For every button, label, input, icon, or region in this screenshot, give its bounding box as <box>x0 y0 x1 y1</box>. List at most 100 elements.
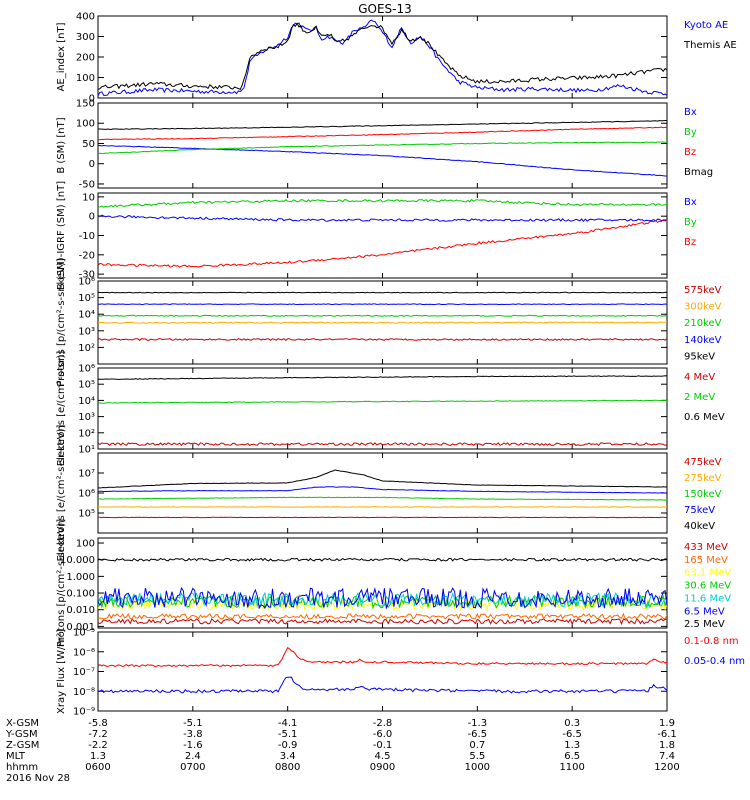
legend-item-xray: 0.05-0.4 nm <box>684 656 745 667</box>
legend-item-dbb: Bz <box>684 237 696 248</box>
y-axis-label-electrons_mev: Electrons [e/(cm²-s-sr)] <box>56 351 67 467</box>
series-line-xray-0 <box>98 646 667 668</box>
y-tick-label: -20 <box>79 250 95 261</box>
ephemeris-value: 1.8 <box>659 740 675 751</box>
legend-item-b: Bmag <box>684 167 713 178</box>
y-tick-label: 10⁴ <box>78 396 95 407</box>
series-line-protons_mev-0 <box>98 618 667 626</box>
legend-item-xray: 0.1-0.8 nm <box>684 636 739 647</box>
legend-item-protons_kev: 575keV <box>684 285 722 296</box>
series-line-protons_kev-3 <box>98 303 667 306</box>
y-tick-label: 10² <box>78 428 95 439</box>
series-line-dbb-2 <box>98 219 667 268</box>
y-tick-label: 100 <box>76 73 95 84</box>
ephemeris-value: 4.5 <box>375 751 391 762</box>
y-tick-label: 100 <box>76 119 95 130</box>
legend-item-protons_mev: 6.5 MeV <box>684 606 725 617</box>
ephemeris-value: 0800 <box>275 762 300 773</box>
ephemeris-row-label: X-GSM <box>6 718 39 729</box>
y-tick-label: 10¹ <box>78 445 95 456</box>
y-tick-label: -50 <box>79 179 95 190</box>
legend-item-electrons_mev: 4 MeV <box>684 372 715 383</box>
y-tick-label: 10⁶ <box>78 489 95 500</box>
series-line-xray-1 <box>98 676 667 694</box>
ephemeris-value: -0.9 <box>278 740 298 751</box>
legend-item-protons_mev: 30.6 MeV <box>684 581 731 592</box>
y-tick-label: 0 <box>89 159 95 170</box>
ephemeris-value: 2.4 <box>185 751 201 762</box>
y-tick-label: 10⁻⁵ <box>73 628 95 639</box>
legend-item-protons_kev: 140keV <box>684 335 722 346</box>
y-tick-label: 0.010 <box>66 605 95 616</box>
legend-item-electrons_kev: 275keV <box>684 473 722 484</box>
ephemeris-value: -6.1 <box>657 729 677 740</box>
ephemeris-value: 1100 <box>559 762 584 773</box>
y-tick-label: 10⁶ <box>78 364 95 375</box>
ephemeris-value: 3.4 <box>280 751 296 762</box>
date-label: 2016 Nov 28 <box>6 773 70 784</box>
legend-item-protons_mev: 63.1 MeV <box>684 568 731 579</box>
series-line-b-3 <box>98 120 667 131</box>
legend-item-electrons_kev: 40keV <box>684 521 715 532</box>
chart-title: GOES-13 <box>358 2 412 16</box>
y-tick-label: 10⁻⁸ <box>73 687 95 698</box>
legend-item-protons_kev: 300keV <box>684 302 722 313</box>
series-line-electrons_kev-3 <box>98 486 667 494</box>
ephemeris-value: -6.5 <box>562 729 582 740</box>
series-line-electrons_kev-2 <box>98 496 667 501</box>
y-tick-label: 400 <box>76 12 95 23</box>
ephemeris-value: 0.3 <box>564 718 580 729</box>
y-tick-label: 0.100 <box>66 589 95 600</box>
series-line-electrons_mev-2 <box>98 375 667 381</box>
ephemeris-value: 1.3 <box>564 740 580 751</box>
y-tick-label: 150 <box>76 99 95 110</box>
panel-frame-xray <box>97 631 668 712</box>
series-line-dbb-1 <box>98 198 667 208</box>
ephemeris-value: 0700 <box>180 762 205 773</box>
legend-item-electrons_mev: 0.6 MeV <box>684 412 725 423</box>
series-line-dbb-0 <box>98 214 667 222</box>
ephemeris-value: -2.8 <box>373 718 393 729</box>
y-tick-label: 200 <box>76 53 95 64</box>
series-line-protons_mev-1 <box>98 612 667 620</box>
series-line-electrons_mev-1 <box>98 399 667 404</box>
ephemeris-value: -5.8 <box>88 718 108 729</box>
y-tick-label: 300 <box>76 32 95 43</box>
y-tick-label: 10² <box>78 343 95 354</box>
panel-frame-b <box>97 102 668 189</box>
ephemeris-value: -3.8 <box>183 729 203 740</box>
legend-item-protons_kev: 95keV <box>684 351 715 362</box>
y-tick-label: 10⁻⁶ <box>73 647 95 658</box>
ephemeris-value: 5.5 <box>469 751 485 762</box>
ephemeris-value: -5.1 <box>183 718 203 729</box>
legend-item-electrons_mev: 2 MeV <box>684 392 715 403</box>
y-tick-label: 10³ <box>78 412 95 423</box>
y-tick-label: 50 <box>82 139 95 150</box>
ephemeris-value: 1.3 <box>90 751 106 762</box>
legend-item-ae: Themis AE <box>683 40 737 51</box>
legend-item-protons_mev: 2.5 MeV <box>684 619 725 630</box>
ephemeris-value: 1.9 <box>659 718 675 729</box>
ephemeris-value: -4.1 <box>278 718 298 729</box>
ephemeris-value: 0600 <box>85 762 110 773</box>
y-tick-label: 10³ <box>78 326 95 337</box>
y-tick-label: 10⁻⁹ <box>73 707 95 718</box>
y-axis-label-dbb: B (SM)-IGRF (SM) [nT] <box>56 181 67 290</box>
legend-item-protons_mev: 11.6 MeV <box>684 593 731 604</box>
ephemeris-value: -2.2 <box>88 740 108 751</box>
legend-item-protons_mev: 165 MeV <box>684 555 728 566</box>
legend-item-electrons_kev: 475keV <box>684 457 722 468</box>
series-line-electrons_mev-0 <box>98 442 667 447</box>
legend-item-ae: Kyoto AE <box>684 20 728 31</box>
y-tick-label: 10.000 <box>60 555 95 566</box>
series-line-b-0 <box>98 144 667 177</box>
y-tick-label: 10⁵ <box>78 293 95 304</box>
series-line-b-2 <box>98 126 667 141</box>
legend-item-protons_kev: 210keV <box>684 318 722 329</box>
y-axis-label-protons_mev: Protons [p/(cm²-s-sr-keV)] <box>56 519 67 647</box>
y-axis-label-xray: Xray Flux [W/m²] <box>56 629 67 714</box>
y-tick-label: 0 <box>89 94 95 105</box>
ephemeris-row-label: Y-GSM <box>5 729 38 740</box>
ephemeris-value: 6.5 <box>564 751 580 762</box>
